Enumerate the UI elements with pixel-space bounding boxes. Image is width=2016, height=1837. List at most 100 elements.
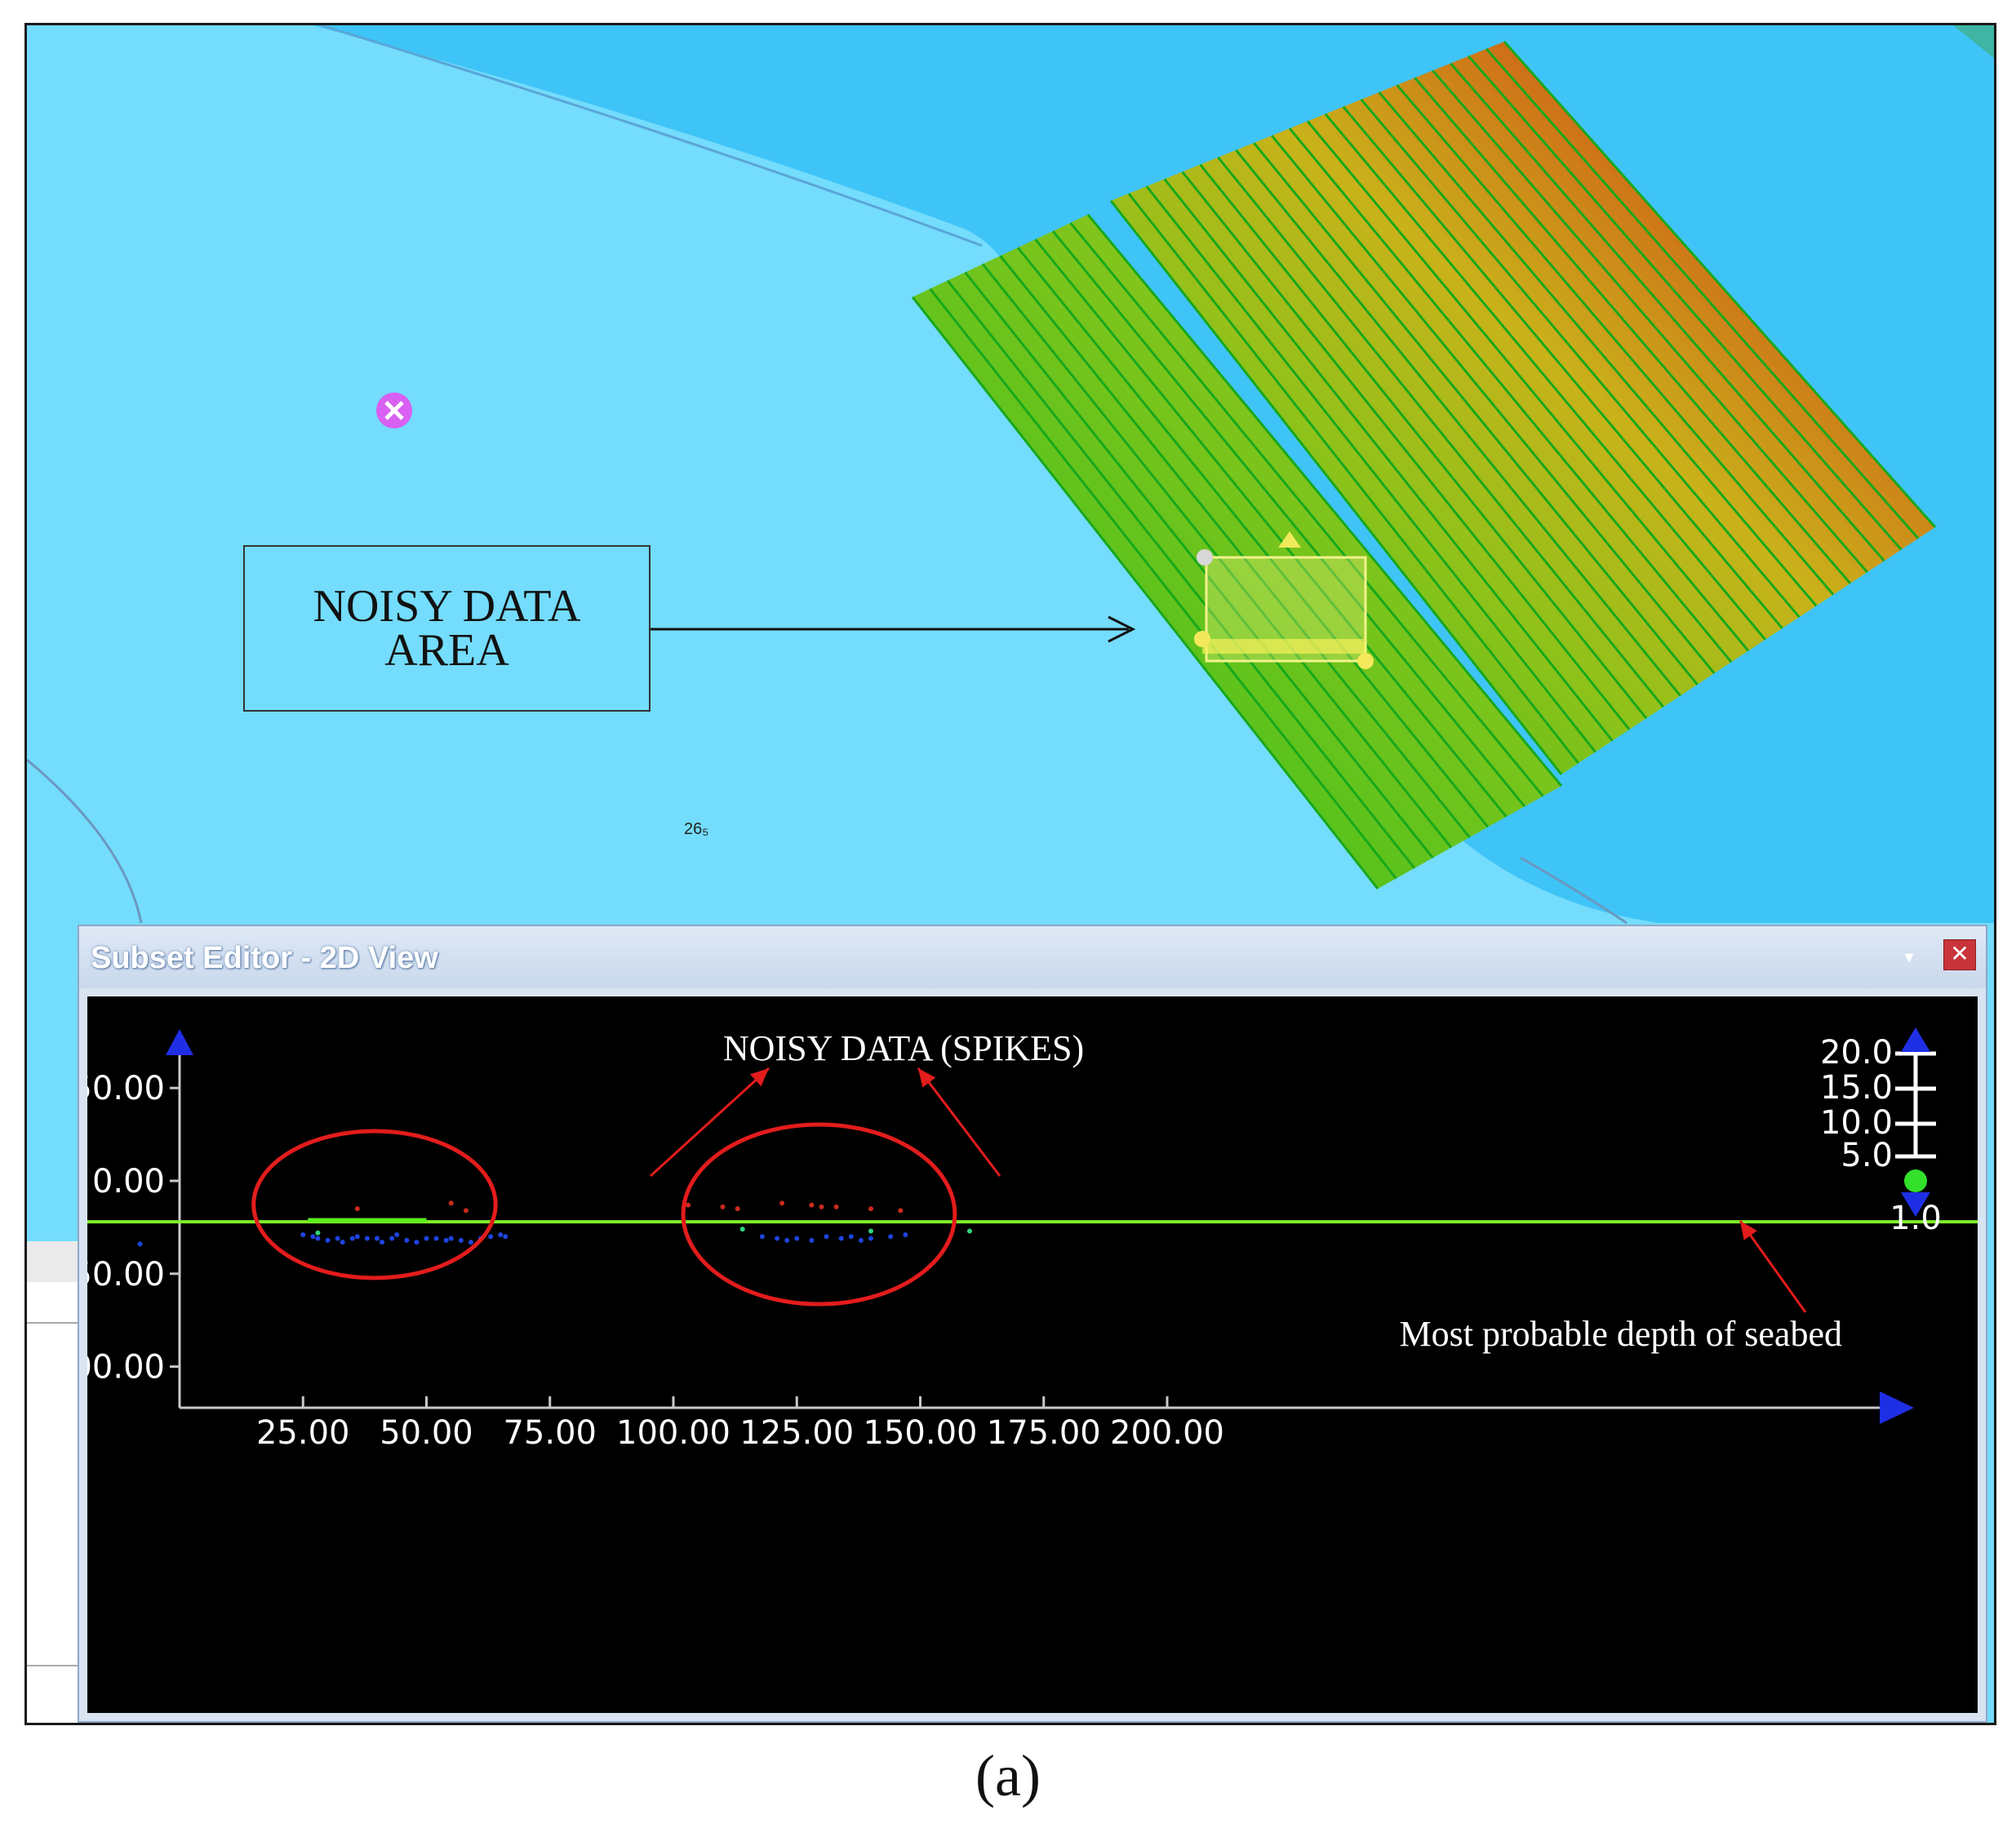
scale-tick-label: 5.0 [1841,1137,1893,1174]
y-tick-label: 0.00 [92,1163,165,1200]
survey-lines [911,41,1937,890]
data-point [433,1236,439,1241]
depth-profile-chart[interactable]: -50.00 0.00 50.00 100.00 25.00 50.00 75.00 100.… [87,996,1978,1713]
subset-editor-titlebar[interactable]: Subset Editor - 2D View ▾ ✕ [79,926,1986,988]
side-panel-edge [27,1241,78,1723]
spike-arrow-left [649,1067,770,1178]
x-tick-label: 25.00 [256,1414,350,1452]
survey-line [1181,171,1631,730]
data-point [414,1240,420,1245]
data-point [443,1237,449,1243]
survey-line [1217,156,1665,708]
survey-line [1109,200,1563,775]
data-point [325,1237,331,1243]
survey-line [1414,77,1852,584]
y-tick-label: 100.00 [87,1349,165,1387]
data-point [735,1206,740,1212]
bathymetry-surface-left [913,215,1561,889]
survey-line [1503,41,1937,528]
data-point [300,1232,306,1238]
survey-line [1051,230,1526,808]
survey-line [1360,98,1801,619]
data-point [686,1202,691,1208]
seabed-arrow-head [1740,1221,1757,1240]
data-point [888,1234,894,1240]
x-tick-label: 100.00 [616,1414,730,1452]
data-point [868,1206,873,1212]
survey-line [964,271,1434,859]
noisy-area-selection[interactable] [1194,531,1374,669]
data-point [404,1237,410,1243]
scale-tick-label: 20.0 [1820,1034,1893,1072]
x-tick-label: 175.00 [987,1414,1101,1452]
data-point [739,1227,745,1232]
y-tick-label: 50.00 [87,1256,165,1293]
data-point [868,1228,873,1234]
survey-line [1306,120,1750,652]
data-point [720,1204,726,1209]
scale-down-arrow-icon[interactable] [1901,1192,1930,1217]
data-point [380,1240,385,1245]
scale-current-label: 1.0 [1889,1200,1942,1237]
data-point [858,1237,864,1243]
data-point [463,1208,468,1214]
x-axis-arrow-icon[interactable] [1880,1391,1914,1424]
data-point [794,1236,800,1241]
y-axis-arrow-icon[interactable] [166,1029,193,1055]
survey-line [1324,113,1766,641]
2d-view-plot[interactable]: -50.00 0.00 50.00 100.00 25.00 50.00 75.00 100.… [87,996,1978,1713]
data-point [833,1204,839,1209]
x-tick-label: 50.00 [380,1414,473,1452]
scale-up-arrow-icon[interactable] [1901,1027,1930,1052]
figure-caption: (a) [975,1743,1041,1808]
x-tick-label: 200.00 [1110,1414,1224,1452]
survey-line [1432,69,1868,574]
survey-line [911,296,1379,890]
data-point [448,1200,454,1206]
data-point [779,1200,785,1206]
subset-editor-window[interactable]: Subset Editor - 2D View ▾ ✕ -50.00 0.00 50… [78,925,1987,1723]
data-point [458,1237,464,1243]
data-point [503,1234,508,1240]
survey-line [1127,193,1579,765]
data-point [335,1236,340,1241]
x-tick-label: 150.00 [864,1414,978,1452]
survey-line [1378,91,1818,607]
data-point [354,1206,360,1212]
spike-arrow-left-head [749,1068,769,1087]
data-point [967,1228,972,1234]
data-point [824,1234,829,1240]
survey-line [1288,127,1733,663]
map-view[interactable]: NOISY DATA AREA 26₅ Subset Editor - 2D V… [24,23,1996,1725]
target-marker-icon[interactable] [376,393,412,428]
noisy-data-callout: NOISY DATA AREA [243,545,651,712]
survey-line [1450,62,1885,562]
data-point [498,1232,504,1238]
survey-line [1271,135,1716,674]
data-point [784,1237,790,1243]
data-point [310,1234,316,1240]
data-point [819,1204,824,1209]
data-point [375,1236,380,1241]
chart-title: NOISY DATA (SPIKES) [723,1028,1084,1068]
chevron-down-icon[interactable]: ▾ [1904,947,1914,968]
data-point [809,1237,815,1243]
spike-arrow-right [917,1067,1001,1177]
survey-line [999,255,1471,838]
spike-arrow-right-head [918,1068,936,1088]
data-point [448,1236,454,1241]
scale-handle[interactable] [1904,1169,1927,1192]
data-point [364,1236,370,1241]
data-point [394,1232,400,1238]
data-point [488,1234,494,1240]
noise-region-ellipse [681,1122,957,1307]
close-icon[interactable]: ✕ [1943,939,1976,970]
data-point [848,1234,854,1240]
data-point [349,1236,355,1241]
data-point [809,1202,815,1208]
data-point [759,1234,765,1240]
data-point [775,1236,780,1241]
scale-tick-label: 10.0 [1820,1104,1893,1142]
survey-line [1468,55,1903,551]
survey-line [1235,149,1681,697]
